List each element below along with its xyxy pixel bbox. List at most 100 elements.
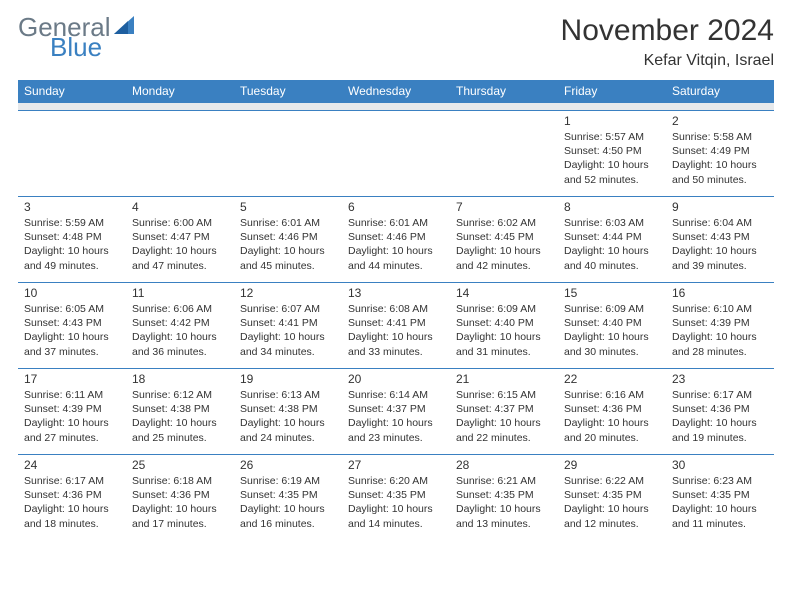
calendar-day-cell — [126, 111, 234, 197]
daylight-text: Daylight: 10 hours and 22 minutes. — [456, 416, 552, 444]
day-number: 23 — [672, 372, 768, 386]
daylight-text: Daylight: 10 hours and 37 minutes. — [24, 330, 120, 358]
calendar-day-cell: 1Sunrise: 5:57 AMSunset: 4:50 PMDaylight… — [558, 111, 666, 197]
day-number: 25 — [132, 458, 228, 472]
day-number: 20 — [348, 372, 444, 386]
calendar-day-cell: 12Sunrise: 6:07 AMSunset: 4:41 PMDayligh… — [234, 283, 342, 369]
day-number: 5 — [240, 200, 336, 214]
calendar-table: Sunday Monday Tuesday Wednesday Thursday… — [18, 80, 774, 541]
day-number: 16 — [672, 286, 768, 300]
daylight-text: Daylight: 10 hours and 28 minutes. — [672, 330, 768, 358]
daylight-text: Daylight: 10 hours and 18 minutes. — [24, 502, 120, 530]
daylight-text: Daylight: 10 hours and 16 minutes. — [240, 502, 336, 530]
sunrise-text: Sunrise: 5:59 AM — [24, 216, 120, 230]
sunset-text: Sunset: 4:43 PM — [672, 230, 768, 244]
sunrise-text: Sunrise: 6:21 AM — [456, 474, 552, 488]
sunrise-text: Sunrise: 6:17 AM — [672, 388, 768, 402]
daylight-text: Daylight: 10 hours and 14 minutes. — [348, 502, 444, 530]
sunrise-text: Sunrise: 6:18 AM — [132, 474, 228, 488]
weekday-header: Sunday — [18, 80, 126, 103]
day-number: 10 — [24, 286, 120, 300]
sunset-text: Sunset: 4:47 PM — [132, 230, 228, 244]
sunrise-text: Sunrise: 6:06 AM — [132, 302, 228, 316]
sunset-text: Sunset: 4:39 PM — [672, 316, 768, 330]
spacer-row — [18, 103, 774, 111]
weekday-header: Monday — [126, 80, 234, 103]
day-number: 30 — [672, 458, 768, 472]
daylight-text: Daylight: 10 hours and 42 minutes. — [456, 244, 552, 272]
calendar-day-cell: 20 Sunrise: 6:14 AMSunset: 4:37 PMDayligh… — [342, 369, 450, 455]
calendar-day-cell — [234, 111, 342, 197]
sunset-text: Sunset: 4:48 PM — [24, 230, 120, 244]
day-number: 27 — [348, 458, 444, 472]
day-number: 12 — [240, 286, 336, 300]
calendar-day-cell — [450, 111, 558, 197]
sunrise-text: Sunrise: 6:11 AM — [24, 388, 120, 402]
day-number: 19 — [240, 372, 336, 386]
sunrise-text: Sunrise: 6:10 AM — [672, 302, 768, 316]
weekday-header-row: Sunday Monday Tuesday Wednesday Thursday… — [18, 80, 774, 103]
sunrise-text: Sunrise: 6:14 AM — [348, 388, 444, 402]
sunset-text: Sunset: 4:37 PM — [456, 402, 552, 416]
sunrise-text: Sunrise: 6:04 AM — [672, 216, 768, 230]
day-number: 29 — [564, 458, 660, 472]
sunrise-text: Sunrise: 6:17 AM — [24, 474, 120, 488]
calendar-day-cell: 28Sunrise: 6:21 AMSunset: 4:35 PMDayligh… — [450, 455, 558, 541]
calendar-day-cell: 29Sunrise: 6:22 AMSunset: 4:35 PMDayligh… — [558, 455, 666, 541]
month-title: November 2024 — [561, 14, 774, 48]
sunrise-text: Sunrise: 5:58 AM — [672, 130, 768, 144]
daylight-text: Daylight: 10 hours and 39 minutes. — [672, 244, 768, 272]
day-number: 14 — [456, 286, 552, 300]
sunset-text: Sunset: 4:40 PM — [456, 316, 552, 330]
sunrise-text: Sunrise: 6:13 AM — [240, 388, 336, 402]
calendar-day-cell: 2Sunrise: 5:58 AMSunset: 4:49 PMDaylight… — [666, 111, 774, 197]
weekday-header: Thursday — [450, 80, 558, 103]
sunrise-text: Sunrise: 6:22 AM — [564, 474, 660, 488]
daylight-text: Daylight: 10 hours and 11 minutes. — [672, 502, 768, 530]
sunset-text: Sunset: 4:43 PM — [24, 316, 120, 330]
day-number: 8 — [564, 200, 660, 214]
daylight-text: Daylight: 10 hours and 25 minutes. — [132, 416, 228, 444]
sunset-text: Sunset: 4:35 PM — [672, 488, 768, 502]
daylight-text: Daylight: 10 hours and 34 minutes. — [240, 330, 336, 358]
calendar-week-row: 1Sunrise: 5:57 AMSunset: 4:50 PMDaylight… — [18, 111, 774, 197]
daylight-text: Daylight: 10 hours and 24 minutes. — [240, 416, 336, 444]
daylight-text: Daylight: 10 hours and 13 minutes. — [456, 502, 552, 530]
calendar-day-cell: 6Sunrise: 6:01 AMSunset: 4:46 PMDaylight… — [342, 197, 450, 283]
calendar-day-cell: 21Sunrise: 6:15 AMSunset: 4:37 PMDayligh… — [450, 369, 558, 455]
calendar-day-cell: 3Sunrise: 5:59 AMSunset: 4:48 PMDaylight… — [18, 197, 126, 283]
weekday-header: Friday — [558, 80, 666, 103]
sunrise-text: Sunrise: 6:07 AM — [240, 302, 336, 316]
sunrise-text: Sunrise: 6:01 AM — [348, 216, 444, 230]
sunset-text: Sunset: 4:37 PM — [348, 402, 444, 416]
header-row: General Blue November 2024 Kefar Vitqin,… — [18, 14, 774, 70]
day-number: 11 — [132, 286, 228, 300]
brand-logo: General Blue — [18, 14, 140, 60]
daylight-text: Daylight: 10 hours and 40 minutes. — [564, 244, 660, 272]
calendar-day-cell: 15Sunrise: 6:09 AMSunset: 4:40 PMDayligh… — [558, 283, 666, 369]
weekday-header: Tuesday — [234, 80, 342, 103]
calendar-day-cell: 5Sunrise: 6:01 AMSunset: 4:46 PMDaylight… — [234, 197, 342, 283]
sunset-text: Sunset: 4:40 PM — [564, 316, 660, 330]
sunrise-text: Sunrise: 5:57 AM — [564, 130, 660, 144]
calendar-day-cell: 8Sunrise: 6:03 AMSunset: 4:44 PMDaylight… — [558, 197, 666, 283]
day-number: 3 — [24, 200, 120, 214]
sunrise-text: Sunrise: 6:12 AM — [132, 388, 228, 402]
calendar-day-cell: 7Sunrise: 6:02 AMSunset: 4:45 PMDaylight… — [450, 197, 558, 283]
sunset-text: Sunset: 4:38 PM — [132, 402, 228, 416]
weekday-header: Wednesday — [342, 80, 450, 103]
calendar-day-cell: 16 Sunrise: 6:10 AMSunset: 4:39 PMDayligh… — [666, 283, 774, 369]
calendar-day-cell: 22Sunrise: 6:16 AMSunset: 4:36 PMDayligh… — [558, 369, 666, 455]
daylight-text: Daylight: 10 hours and 17 minutes. — [132, 502, 228, 530]
sunrise-text: Sunrise: 6:08 AM — [348, 302, 444, 316]
calendar-week-row: 17Sunrise: 6:11 AMSunset: 4:39 PMDayligh… — [18, 369, 774, 455]
sunrise-text: Sunrise: 6:15 AM — [456, 388, 552, 402]
daylight-text: Daylight: 10 hours and 23 minutes. — [348, 416, 444, 444]
day-number: 18 — [132, 372, 228, 386]
daylight-text: Daylight: 10 hours and 30 minutes. — [564, 330, 660, 358]
sunset-text: Sunset: 4:35 PM — [348, 488, 444, 502]
daylight-text: Daylight: 10 hours and 31 minutes. — [456, 330, 552, 358]
sunset-text: Sunset: 4:36 PM — [24, 488, 120, 502]
location-label: Kefar Vitqin, Israel — [561, 52, 774, 70]
brand-word-2: Blue — [50, 34, 140, 60]
